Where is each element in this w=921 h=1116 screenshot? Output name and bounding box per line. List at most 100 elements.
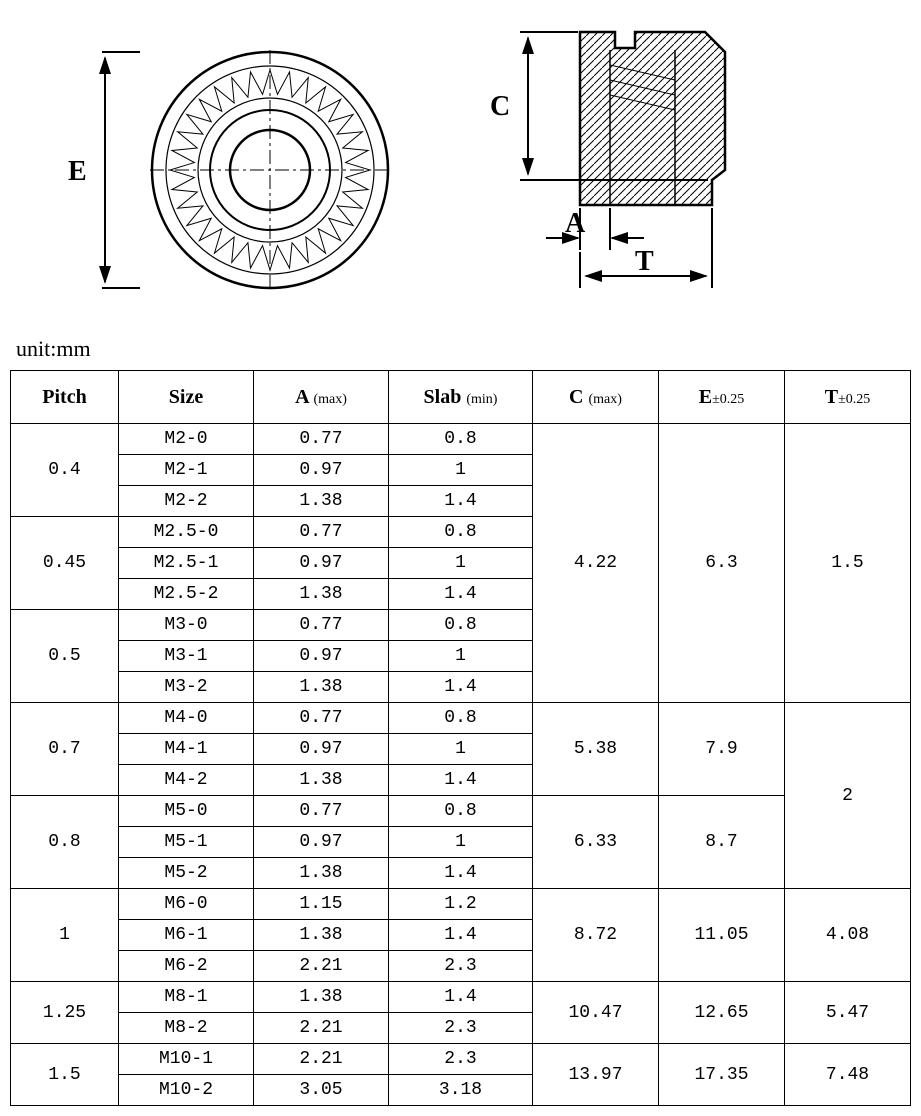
cell-e: 11.05 bbox=[659, 889, 785, 982]
cell-size: M6-2 bbox=[119, 951, 254, 982]
table-row: 0.7M4-00.770.85.387.92 bbox=[11, 703, 911, 734]
spec-table: Pitch Size A (max) Slab (min) C (max) E±… bbox=[10, 370, 911, 1106]
cell-e: 7.9 bbox=[659, 703, 785, 796]
cell-a: 0.97 bbox=[254, 734, 389, 765]
cell-a: 1.38 bbox=[254, 858, 389, 889]
cell-a: 1.38 bbox=[254, 579, 389, 610]
cell-slab: 0.8 bbox=[389, 796, 533, 827]
cell-a: 0.97 bbox=[254, 641, 389, 672]
cell-slab: 0.8 bbox=[389, 424, 533, 455]
cell-slab: 0.8 bbox=[389, 610, 533, 641]
cell-size: M6-1 bbox=[119, 920, 254, 951]
cell-e: 12.65 bbox=[659, 982, 785, 1044]
cell-slab: 1.4 bbox=[389, 765, 533, 796]
cell-size: M2.5-1 bbox=[119, 548, 254, 579]
cell-pitch: 0.4 bbox=[11, 424, 119, 517]
cell-a: 0.77 bbox=[254, 796, 389, 827]
cell-pitch: 1.5 bbox=[11, 1044, 119, 1106]
cell-a: 0.77 bbox=[254, 517, 389, 548]
table-row: 1.5M10-12.212.313.9717.357.48 bbox=[11, 1044, 911, 1075]
cell-size: M5-2 bbox=[119, 858, 254, 889]
cell-c: 13.97 bbox=[533, 1044, 659, 1106]
cell-size: M8-1 bbox=[119, 982, 254, 1013]
cell-t: 4.08 bbox=[785, 889, 911, 982]
dimension-e-label: E bbox=[68, 156, 87, 187]
cell-pitch: 0.5 bbox=[11, 610, 119, 703]
cell-c: 8.72 bbox=[533, 889, 659, 982]
cell-size: M10-1 bbox=[119, 1044, 254, 1075]
cell-size: M5-1 bbox=[119, 827, 254, 858]
cell-slab: 3.18 bbox=[389, 1075, 533, 1106]
side-view-diagram: C A T bbox=[450, 20, 790, 320]
cell-size: M10-2 bbox=[119, 1075, 254, 1106]
cell-t: 1.5 bbox=[785, 424, 911, 703]
cell-a: 1.38 bbox=[254, 486, 389, 517]
unit-label: unit:mm bbox=[16, 336, 911, 362]
header-slab: Slab (min) bbox=[389, 371, 533, 424]
cell-e: 8.7 bbox=[659, 796, 785, 889]
dimension-c-label: C bbox=[490, 91, 510, 122]
cell-a: 1.38 bbox=[254, 672, 389, 703]
header-t: T±0.25 bbox=[785, 371, 911, 424]
cell-slab: 2.3 bbox=[389, 951, 533, 982]
cell-a: 0.77 bbox=[254, 703, 389, 734]
cell-slab: 1.4 bbox=[389, 858, 533, 889]
header-a: A (max) bbox=[254, 371, 389, 424]
cell-a: 0.97 bbox=[254, 548, 389, 579]
cell-t: 2 bbox=[785, 703, 911, 889]
cell-size: M2-0 bbox=[119, 424, 254, 455]
cell-size: M6-0 bbox=[119, 889, 254, 920]
cell-a: 1.38 bbox=[254, 920, 389, 951]
cell-a: 2.21 bbox=[254, 1044, 389, 1075]
header-pitch: Pitch bbox=[11, 371, 119, 424]
table-row: 1.25M8-11.381.410.4712.655.47 bbox=[11, 982, 911, 1013]
cell-slab: 1 bbox=[389, 455, 533, 486]
cell-size: M3-0 bbox=[119, 610, 254, 641]
cell-slab: 0.8 bbox=[389, 517, 533, 548]
cell-size: M2-2 bbox=[119, 486, 254, 517]
cell-a: 2.21 bbox=[254, 951, 389, 982]
cell-a: 3.05 bbox=[254, 1075, 389, 1106]
cell-a: 2.21 bbox=[254, 1013, 389, 1044]
cell-pitch: 0.8 bbox=[11, 796, 119, 889]
cell-pitch: 0.7 bbox=[11, 703, 119, 796]
front-view-diagram: E bbox=[50, 20, 410, 320]
dimension-t-label: T bbox=[635, 246, 654, 277]
table-row: 1M6-01.151.28.7211.054.08 bbox=[11, 889, 911, 920]
cell-a: 0.77 bbox=[254, 424, 389, 455]
cell-a: 1.38 bbox=[254, 765, 389, 796]
cell-slab: 1.4 bbox=[389, 579, 533, 610]
header-c: C (max) bbox=[533, 371, 659, 424]
cell-slab: 1.4 bbox=[389, 486, 533, 517]
cell-size: M8-2 bbox=[119, 1013, 254, 1044]
diagram-area: E bbox=[10, 10, 911, 330]
cell-size: M2.5-2 bbox=[119, 579, 254, 610]
cell-slab: 0.8 bbox=[389, 703, 533, 734]
cell-t: 5.47 bbox=[785, 982, 911, 1044]
cell-a: 0.97 bbox=[254, 827, 389, 858]
cell-slab: 1.4 bbox=[389, 920, 533, 951]
cell-pitch: 1.25 bbox=[11, 982, 119, 1044]
cell-slab: 1 bbox=[389, 548, 533, 579]
cell-c: 10.47 bbox=[533, 982, 659, 1044]
header-e: E±0.25 bbox=[659, 371, 785, 424]
cell-a: 1.15 bbox=[254, 889, 389, 920]
cell-e: 17.35 bbox=[659, 1044, 785, 1106]
cell-size: M2.5-0 bbox=[119, 517, 254, 548]
cell-size: M2-1 bbox=[119, 455, 254, 486]
cell-a: 0.97 bbox=[254, 455, 389, 486]
cell-t: 7.48 bbox=[785, 1044, 911, 1106]
cell-a: 0.77 bbox=[254, 610, 389, 641]
dimension-a-label: A bbox=[565, 208, 586, 239]
cell-c: 6.33 bbox=[533, 796, 659, 889]
cell-slab: 1.2 bbox=[389, 889, 533, 920]
cell-slab: 1 bbox=[389, 734, 533, 765]
cell-size: M4-1 bbox=[119, 734, 254, 765]
cell-pitch: 1 bbox=[11, 889, 119, 982]
header-size: Size bbox=[119, 371, 254, 424]
table-row: 0.8M5-00.770.86.338.7 bbox=[11, 796, 911, 827]
cell-size: M5-0 bbox=[119, 796, 254, 827]
cell-size: M4-2 bbox=[119, 765, 254, 796]
cell-size: M3-1 bbox=[119, 641, 254, 672]
cell-slab: 1 bbox=[389, 827, 533, 858]
